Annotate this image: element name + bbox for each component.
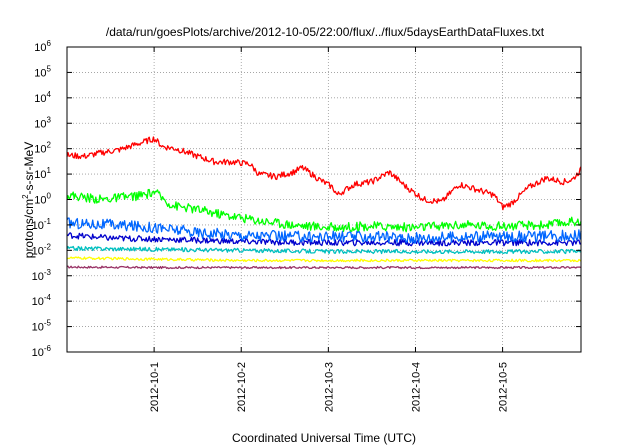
y-tick-exponent: 2 xyxy=(47,141,52,150)
y-tick-base: 10 xyxy=(32,322,44,334)
series-line xyxy=(66,136,582,211)
y-axis-label-base: protons/cm xyxy=(22,199,36,258)
plot-frame xyxy=(66,46,582,353)
y-tick-exponent: -3 xyxy=(44,268,52,277)
y-tick-label: 100 xyxy=(34,192,51,207)
y-axis: 10-610-510-410-310-210-11001011021031041… xyxy=(32,39,581,359)
gridlines xyxy=(67,47,581,352)
x-tick-label: 2012-10-2 xyxy=(236,362,248,412)
series-line xyxy=(66,188,582,233)
chart-title: /data/run/goesPlots/archive/2012-10-05/2… xyxy=(106,25,545,39)
y-tick-label: 103 xyxy=(34,115,51,130)
y-axis-label: protons/cm2-s-sr-MeV xyxy=(21,142,36,258)
series-line xyxy=(66,265,582,270)
y-tick-base: 10 xyxy=(34,93,46,105)
y-tick-exponent: -2 xyxy=(44,242,52,251)
y-tick-exponent: 5 xyxy=(47,64,52,73)
x-tick-label: 2012-10-5 xyxy=(498,362,510,412)
series-line xyxy=(66,217,582,244)
y-tick-base: 10 xyxy=(32,245,44,257)
y-tick-base: 10 xyxy=(32,271,44,283)
y-tick-exponent: -5 xyxy=(44,319,52,328)
y-tick-label: 10-5 xyxy=(32,319,52,334)
x-tick-label: 2012-10-1 xyxy=(149,362,161,412)
x-tick-label: 2012-10-4 xyxy=(410,362,422,412)
y-tick-label: 10-1 xyxy=(32,217,52,232)
x-axis: 2012-10-1 2012-10-2 2012-10-3 2012-10-4 2012… xyxy=(149,47,510,412)
y-tick-base: 10 xyxy=(34,195,46,207)
y-tick-exponent: -1 xyxy=(44,217,52,226)
y-tick-base: 10 xyxy=(32,220,44,232)
y-tick-exponent: -4 xyxy=(44,293,52,302)
y-tick-label: 101 xyxy=(34,166,51,181)
y-tick-base: 10 xyxy=(34,42,46,54)
y-tick-exponent: 0 xyxy=(47,192,52,201)
y-tick-label: 105 xyxy=(34,64,51,79)
y-tick-base: 10 xyxy=(34,169,46,181)
y-tick-exponent: 4 xyxy=(47,90,52,99)
y-tick-label: 102 xyxy=(34,141,51,156)
y-tick-base: 10 xyxy=(34,67,46,79)
y-tick-base: 10 xyxy=(34,144,46,156)
series-layer xyxy=(66,136,582,270)
y-tick-exponent: 1 xyxy=(47,166,52,175)
y-tick-exponent: -6 xyxy=(44,344,52,353)
y-tick-base: 10 xyxy=(32,296,44,308)
series-line xyxy=(66,245,582,255)
y-tick-label: 104 xyxy=(34,90,51,105)
y-tick-base: 10 xyxy=(32,347,44,359)
x-axis-label: Coordinated Universal Time (UTC) xyxy=(232,431,416,445)
y-tick-base: 10 xyxy=(34,118,46,130)
y-tick-label: 10-3 xyxy=(32,268,52,283)
y-tick-label: 10-4 xyxy=(32,293,52,308)
y-tick-label: 106 xyxy=(34,39,51,54)
y-tick-label: 10-6 xyxy=(32,344,52,359)
x-tick-label: 2012-10-3 xyxy=(323,362,335,412)
y-axis-label-sup: 2 xyxy=(21,194,30,199)
series-line xyxy=(66,256,582,263)
y-axis-label-rest: -s-sr-MeV xyxy=(22,142,36,195)
y-tick-label: 10-2 xyxy=(32,242,52,257)
y-tick-exponent: 6 xyxy=(47,39,52,48)
y-tick-exponent: 3 xyxy=(47,115,52,124)
